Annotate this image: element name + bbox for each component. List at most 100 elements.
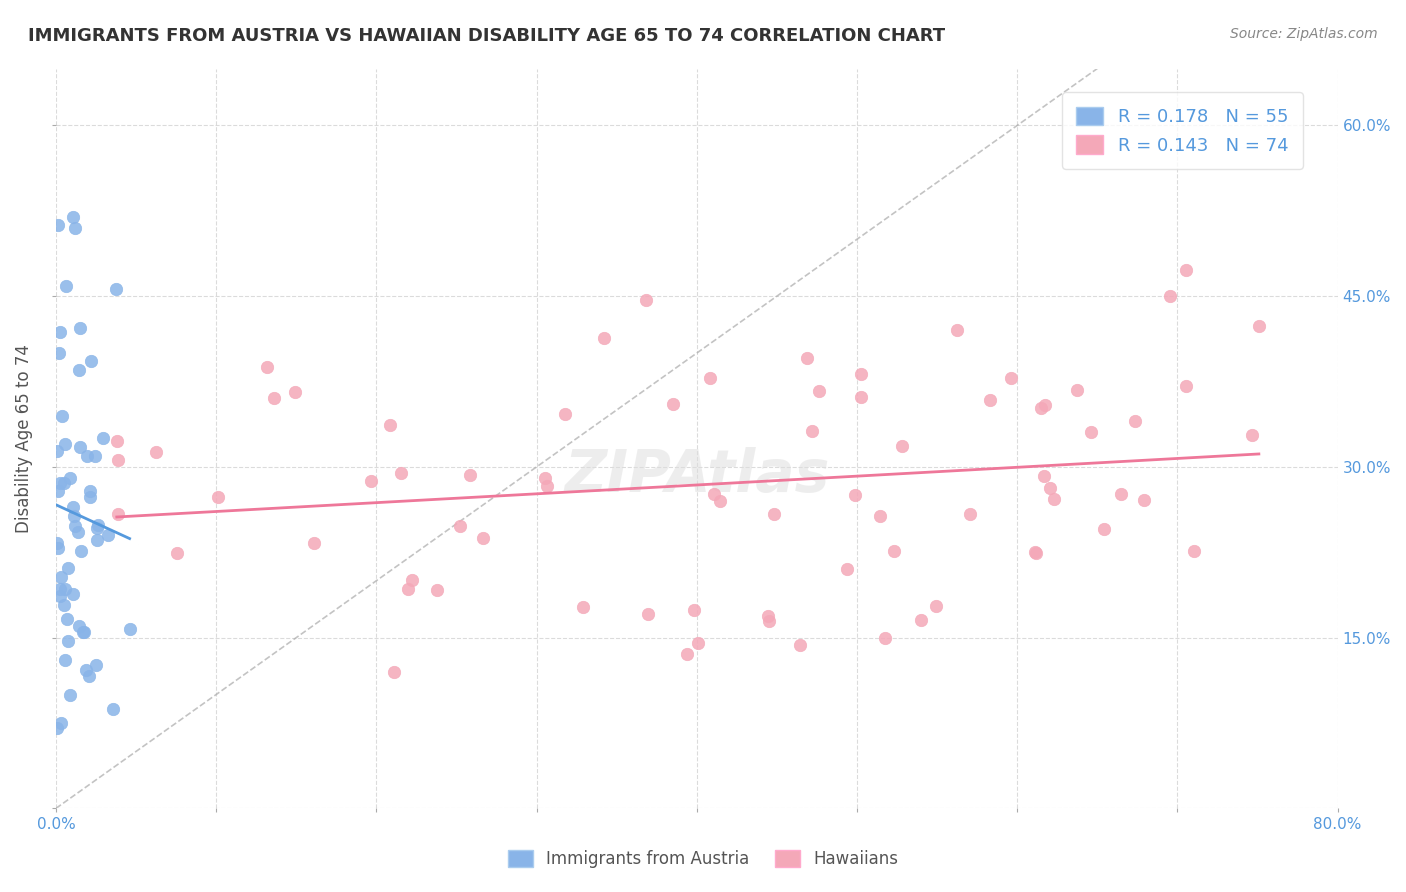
Point: [53, 598, 76, 612]
Point: [55, 653, 77, 667]
Point: [844, 488, 866, 502]
Point: [86, 533, 108, 548]
Point: [67, 363, 90, 377]
Point: [592, 331, 614, 345]
Point: [458, 467, 481, 482]
Point: [389, 466, 412, 480]
Point: [62, 500, 84, 514]
Point: [284, 385, 307, 400]
Point: [1025, 546, 1047, 560]
Point: [56, 633, 79, 648]
Point: [46, 483, 69, 498]
Legend: Immigrants from Austria, Hawaiians: Immigrants from Austria, Hawaiians: [502, 843, 904, 875]
Point: [59, 470, 82, 484]
Point: [103, 702, 125, 716]
Point: [263, 392, 285, 406]
Point: [107, 453, 129, 467]
Point: [709, 493, 731, 508]
Point: [46, 218, 69, 232]
Point: [207, 490, 229, 504]
Point: [1066, 383, 1088, 397]
Point: [84, 449, 107, 463]
Point: [688, 636, 710, 650]
Point: [536, 479, 558, 493]
Point: [1029, 401, 1052, 415]
Point: [63, 519, 86, 533]
Point: [449, 519, 471, 533]
Point: [1247, 319, 1270, 334]
Point: [1039, 481, 1062, 495]
Point: [53, 582, 76, 596]
Point: [104, 283, 127, 297]
Point: [256, 359, 278, 374]
Point: [79, 490, 101, 504]
Point: [69, 440, 91, 454]
Text: Source: ZipAtlas.com: Source: ZipAtlas.com: [1230, 27, 1378, 41]
Point: [46, 443, 69, 458]
Point: [63, 220, 86, 235]
Point: [48, 475, 70, 490]
Point: [396, 582, 419, 596]
Point: [360, 474, 382, 488]
Point: [796, 351, 818, 365]
Point: [883, 543, 905, 558]
Point: [84, 658, 107, 673]
Point: [925, 599, 948, 614]
Point: [51, 409, 73, 424]
Point: [55, 278, 77, 293]
Point: [703, 487, 725, 501]
Point: [1182, 544, 1205, 558]
Point: [45, 721, 67, 735]
Point: [849, 368, 872, 382]
Point: [45, 536, 67, 550]
Point: [1123, 414, 1146, 428]
Point: [401, 573, 423, 587]
Point: [380, 417, 402, 432]
Point: [56, 561, 79, 575]
Point: [1033, 398, 1056, 412]
Point: [1109, 487, 1132, 501]
Point: [86, 521, 108, 535]
Point: [869, 509, 891, 524]
Point: [979, 393, 1001, 408]
Point: [97, 527, 120, 541]
Point: [51, 570, 73, 584]
Point: [1092, 522, 1115, 536]
Point: [56, 612, 79, 626]
Point: [683, 603, 706, 617]
Point: [48, 345, 70, 359]
Point: [46, 541, 69, 555]
Point: [77, 669, 100, 683]
Point: [66, 524, 89, 539]
Point: [62, 508, 84, 523]
Point: [51, 716, 73, 731]
Point: [72, 624, 94, 639]
Point: [53, 437, 76, 451]
Point: [382, 665, 405, 679]
Point: [107, 508, 129, 522]
Point: [49, 325, 72, 339]
Point: [801, 424, 824, 438]
Point: [69, 321, 91, 335]
Point: [534, 471, 557, 485]
Point: [472, 531, 495, 545]
Point: [1175, 263, 1198, 277]
Point: [53, 475, 76, 490]
Point: [91, 431, 114, 445]
Point: [808, 384, 831, 398]
Point: [105, 434, 128, 449]
Point: [49, 589, 72, 603]
Point: [637, 607, 659, 621]
Text: IMMIGRANTS FROM AUSTRIA VS HAWAIIAN DISABILITY AGE 65 TO 74 CORRELATION CHART: IMMIGRANTS FROM AUSTRIA VS HAWAIIAN DISA…: [28, 27, 945, 45]
Point: [837, 561, 859, 575]
Point: [49, 582, 72, 597]
Point: [676, 647, 699, 661]
Text: ZIPAtlas: ZIPAtlas: [564, 447, 830, 504]
Point: [118, 622, 141, 636]
Point: [75, 664, 97, 678]
Point: [699, 370, 721, 384]
Point: [1043, 492, 1066, 507]
Point: [426, 583, 449, 598]
Point: [662, 396, 685, 410]
Point: [79, 484, 101, 499]
